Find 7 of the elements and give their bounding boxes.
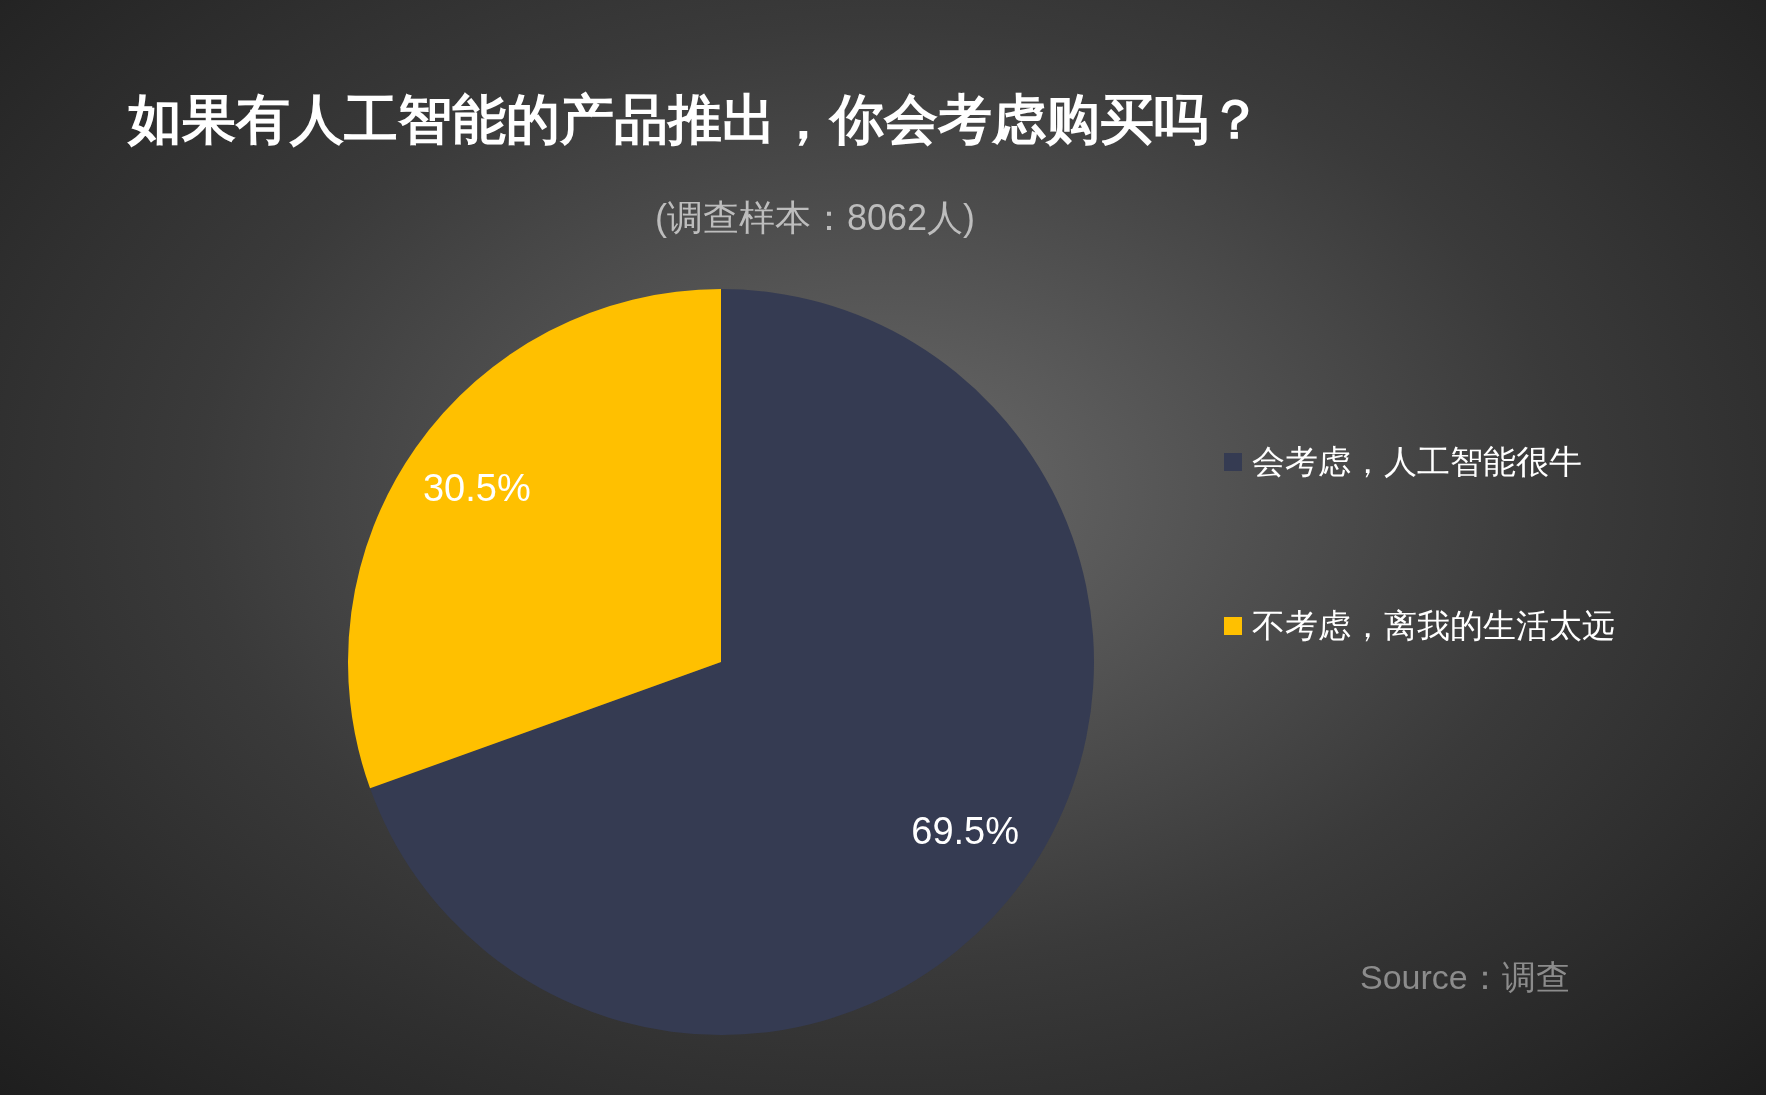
legend-label: 会考虑，人工智能很牛 xyxy=(1252,441,1582,482)
chart-title: 如果有人工智能的产品推出，你会考虑购买吗？ xyxy=(128,88,1262,151)
source-note: Source：调查 xyxy=(1360,957,1570,998)
chart-subtitle: (调查样本：8062人) xyxy=(653,196,977,240)
data-label: 69.5% xyxy=(911,810,1020,853)
data-label: 30.5% xyxy=(422,466,531,509)
legend-label: 不考虑，离我的生活太远 xyxy=(1252,605,1615,646)
